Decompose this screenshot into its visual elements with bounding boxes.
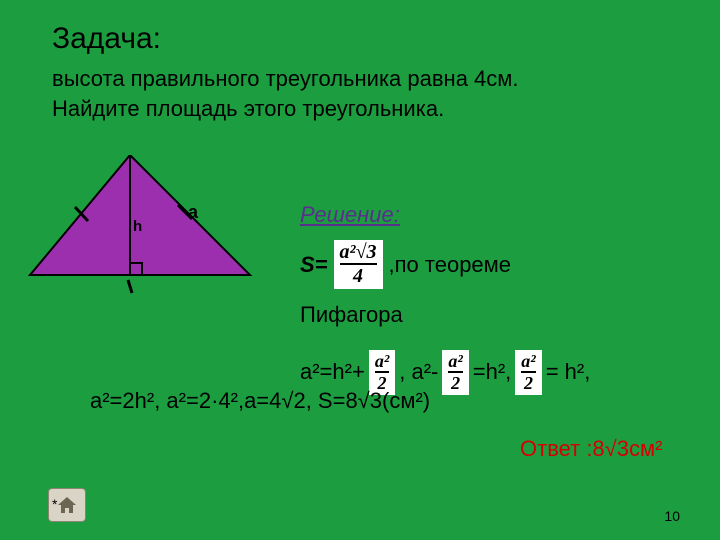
problem-text: высота правильного треугольника равна 4с…: [52, 64, 519, 123]
answer-text: Ответ :8√3см²: [520, 436, 662, 462]
footer-bullet: *: [52, 496, 57, 512]
formula-area: S= a²√3 4 ,по теореме: [300, 240, 511, 289]
subtitle-line2: Найдите площадь этого треугольника.: [52, 96, 444, 121]
formula-s-suffix: ,по теореме: [389, 252, 512, 278]
fraction-a2-over-2-third: a² 2: [515, 350, 541, 395]
solution-heading: Решение:: [300, 202, 400, 228]
fraction-a2-over-2-second: a² 2: [442, 350, 468, 395]
problem-title: Задача:: [52, 22, 161, 56]
equation-line-2: a²=2h², a²=2·4²,a=4√2, S=8√3(см²): [90, 388, 430, 414]
formula-s-prefix: S=: [300, 252, 328, 278]
page-number: 10: [664, 508, 680, 524]
home-icon: [56, 495, 78, 515]
height-label-h: h: [133, 218, 142, 235]
side-label-a: a: [188, 202, 198, 223]
fraction-a2root3-over-4: a²√3 4: [334, 240, 383, 289]
pythagoras-word: Пифагора: [300, 302, 403, 328]
slide: Задача: высота правильного треугольника …: [0, 0, 720, 540]
subtitle-line1: высота правильного треугольника равна 4с…: [52, 66, 519, 91]
